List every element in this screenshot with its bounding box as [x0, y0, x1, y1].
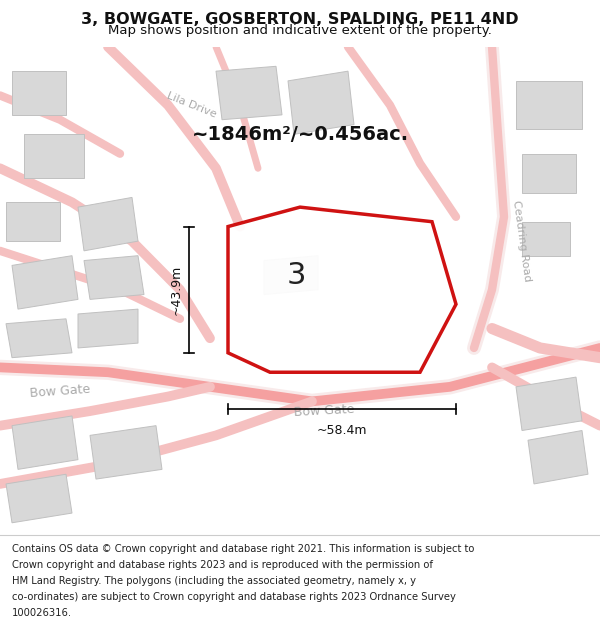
Polygon shape: [78, 198, 138, 251]
Text: Crown copyright and database rights 2023 and is reproduced with the permission o: Crown copyright and database rights 2023…: [12, 560, 433, 570]
Polygon shape: [516, 377, 582, 431]
Polygon shape: [522, 222, 570, 256]
Polygon shape: [84, 256, 144, 299]
Text: Map shows position and indicative extent of the property.: Map shows position and indicative extent…: [108, 24, 492, 36]
Text: Contains OS data © Crown copyright and database right 2021. This information is : Contains OS data © Crown copyright and d…: [12, 544, 475, 554]
Polygon shape: [288, 71, 354, 134]
Text: ~1846m²/~0.456ac.: ~1846m²/~0.456ac.: [191, 125, 409, 144]
Polygon shape: [264, 256, 318, 294]
Polygon shape: [216, 66, 282, 120]
Text: ~58.4m: ~58.4m: [317, 424, 367, 437]
Text: co-ordinates) are subject to Crown copyright and database rights 2023 Ordnance S: co-ordinates) are subject to Crown copyr…: [12, 592, 456, 602]
Polygon shape: [12, 416, 78, 469]
Polygon shape: [6, 474, 72, 522]
Text: HM Land Registry. The polygons (including the associated geometry, namely x, y: HM Land Registry. The polygons (includin…: [12, 576, 416, 586]
Polygon shape: [90, 426, 162, 479]
Text: 100026316.: 100026316.: [12, 608, 72, 618]
Polygon shape: [12, 71, 66, 115]
Text: ~43.9m: ~43.9m: [169, 264, 182, 315]
Text: Bow Gate: Bow Gate: [29, 383, 91, 400]
Polygon shape: [78, 309, 138, 348]
Polygon shape: [516, 81, 582, 129]
Polygon shape: [6, 319, 72, 357]
Polygon shape: [522, 154, 576, 192]
Polygon shape: [24, 134, 84, 178]
Text: 3, BOWGATE, GOSBERTON, SPALDING, PE11 4ND: 3, BOWGATE, GOSBERTON, SPALDING, PE11 4N…: [81, 12, 519, 27]
Text: Ceadring Road: Ceadring Road: [511, 200, 533, 282]
Polygon shape: [12, 256, 78, 309]
Polygon shape: [528, 431, 588, 484]
Text: 3: 3: [287, 261, 306, 290]
Polygon shape: [6, 202, 60, 241]
Text: Bow Gate: Bow Gate: [293, 403, 355, 419]
Text: Lila Drive: Lila Drive: [166, 91, 218, 119]
Polygon shape: [228, 207, 456, 372]
